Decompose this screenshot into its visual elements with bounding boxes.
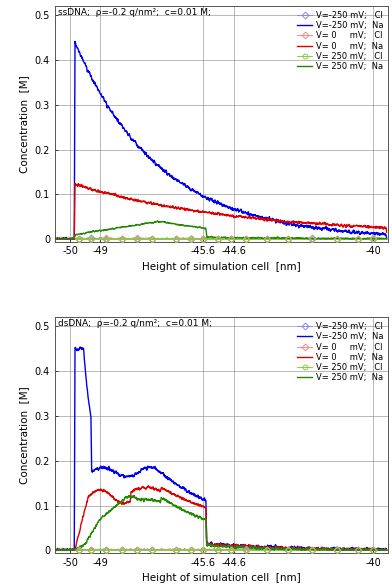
Y-axis label: Concentration  [M]: Concentration [M]	[19, 75, 29, 173]
Text: dsDNA;  ρ=-0.2 q/nm²;  c=0.01 M;: dsDNA; ρ=-0.2 q/nm²; c=0.01 M;	[58, 319, 212, 328]
Legend: V=-250 mV;   Cl, V=-250 mV;  Na, V= 0     mV;   Cl, V= 0     mV;  Na, V= 250 mV;: V=-250 mV; Cl, V=-250 mV; Na, V= 0 mV; C…	[296, 10, 384, 72]
Text: ssDNA;  ρ=-0.2 q/nm²;  c=0.01 M;: ssDNA; ρ=-0.2 q/nm²; c=0.01 M;	[58, 8, 211, 17]
X-axis label: Height of simulation cell  [nm]: Height of simulation cell [nm]	[142, 262, 301, 272]
Y-axis label: Concentration  [M]: Concentration [M]	[19, 386, 29, 484]
Legend: V=-250 mV;   Cl, V=-250 mV;  Na, V= 0     mV;   Cl, V= 0     mV;  Na, V= 250 mV;: V=-250 mV; Cl, V=-250 mV; Na, V= 0 mV; C…	[296, 321, 384, 383]
X-axis label: Height of simulation cell  [nm]: Height of simulation cell [nm]	[142, 573, 301, 583]
